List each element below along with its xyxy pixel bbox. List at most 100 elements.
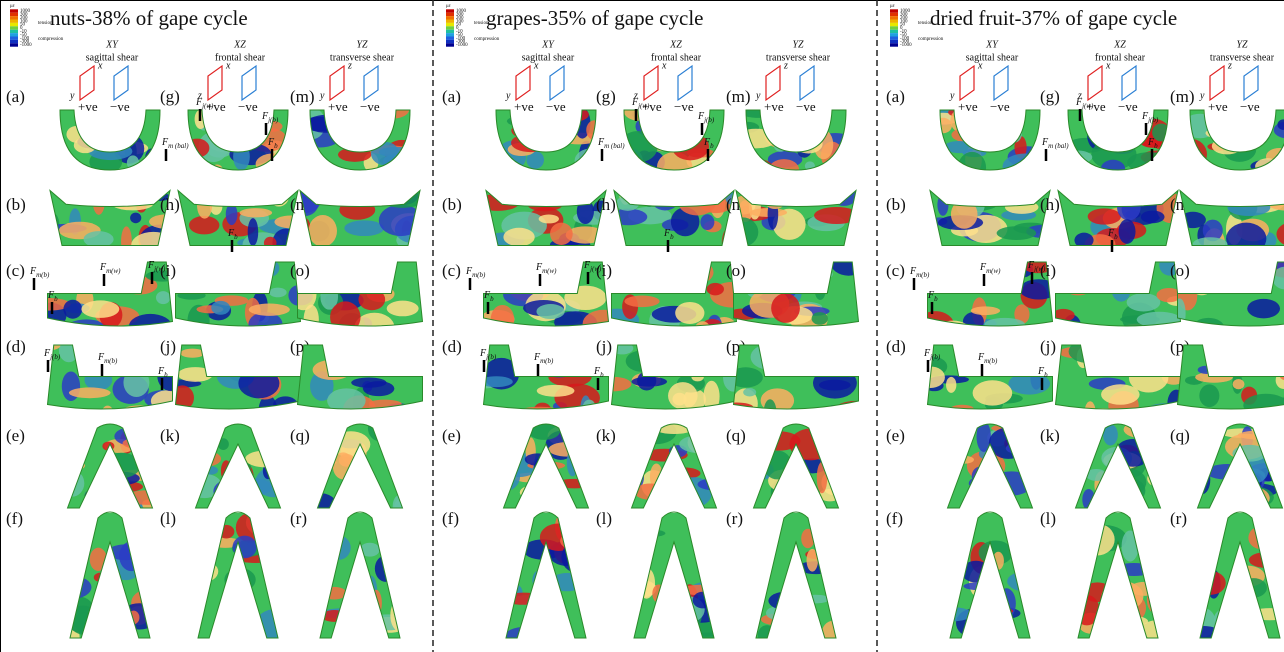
strain-patch xyxy=(972,380,1013,406)
strain-patch xyxy=(330,301,361,326)
axis-letter: z xyxy=(347,60,352,71)
force-symbol: F xyxy=(979,262,987,273)
strain-patch xyxy=(980,600,999,611)
strain-patch xyxy=(682,620,714,637)
strain-patch xyxy=(1229,486,1270,508)
strain-patch xyxy=(263,428,281,452)
mandible-model xyxy=(1189,109,1284,171)
legend-tick-label: 50 xyxy=(456,23,462,28)
strain-patch xyxy=(821,620,836,638)
force-label: Fj(w) xyxy=(195,97,214,109)
strain-patch xyxy=(997,588,1016,619)
strain-patch xyxy=(220,460,232,482)
strain-patch xyxy=(1080,523,1115,556)
strain-patch xyxy=(816,427,839,437)
mandible-model xyxy=(732,344,859,410)
force-subscript: m(b) xyxy=(540,357,554,365)
strain-patch xyxy=(111,481,143,492)
strain-patch xyxy=(1143,424,1161,452)
force-symbol: F xyxy=(43,348,51,359)
row-label: (h) xyxy=(596,195,616,214)
strain-patch xyxy=(927,311,955,326)
strain-patch xyxy=(484,407,521,409)
column-name: transverse shear xyxy=(330,52,395,63)
legend-tick-label: -10 xyxy=(20,30,27,35)
mandible-outline xyxy=(1196,423,1284,509)
force-subscript: j(b) xyxy=(703,116,715,124)
legend-tick-label: -50 xyxy=(20,33,27,38)
strain-patch xyxy=(211,618,252,638)
legend-tick-label: -100 xyxy=(456,36,466,41)
mandible-outline xyxy=(735,189,857,246)
mandible-outline xyxy=(926,344,1053,410)
strain-patch xyxy=(392,494,403,508)
force-label: Fm (bal) xyxy=(597,137,625,149)
strain-patch xyxy=(834,400,859,409)
force-symbol: F xyxy=(977,352,985,363)
axis-letter: y xyxy=(755,90,761,101)
row-label: (i) xyxy=(160,261,176,280)
legend-tick-label: 100 xyxy=(20,19,28,24)
force-label: Fj(w) xyxy=(1075,97,1094,109)
strain-patch xyxy=(128,313,172,326)
strain-patch xyxy=(118,493,135,507)
legend-swatch xyxy=(446,36,454,40)
mandible-model xyxy=(755,511,837,639)
strain-patch xyxy=(242,465,255,496)
mandible-outline xyxy=(946,423,1034,509)
sign-negative: −ve xyxy=(360,99,380,114)
strain-patch xyxy=(679,435,717,454)
strain-map xyxy=(756,513,836,638)
strain-patch xyxy=(970,306,1001,316)
shear-icon-negative xyxy=(677,64,693,102)
strain-patch xyxy=(364,478,379,508)
strain-patch xyxy=(490,304,515,326)
strain-map xyxy=(1055,262,1181,326)
column-name: frontal shear xyxy=(215,52,266,63)
strain-patch xyxy=(393,345,422,370)
row-label: (e) xyxy=(6,426,25,445)
strain-patch xyxy=(1140,210,1165,224)
mandible-model xyxy=(1055,261,1182,327)
force-symbol: F xyxy=(483,290,491,301)
strain-map xyxy=(70,512,150,638)
mandible-outline xyxy=(755,511,837,639)
mandible-model xyxy=(1057,189,1179,246)
strain-map xyxy=(317,424,403,508)
shear-icon-positive xyxy=(765,64,781,102)
strain-patch xyxy=(1226,222,1267,246)
strain-patch xyxy=(1075,447,1093,459)
strain-patch xyxy=(640,269,677,285)
legend-tick-label: 1000 xyxy=(900,9,911,14)
strain-patch xyxy=(102,120,120,151)
shear-icon-negative xyxy=(1243,64,1259,102)
sign-positive: +ve xyxy=(958,99,978,114)
mandible-outline xyxy=(49,189,171,246)
force-subscript: j(b) xyxy=(1147,116,1159,124)
strain-patch xyxy=(685,512,714,526)
strain-patch xyxy=(975,604,1001,632)
strain-patch xyxy=(787,473,814,497)
legend-swatch xyxy=(10,39,18,44)
force-label: Fj(w) xyxy=(147,260,166,272)
strain-patch xyxy=(1084,401,1096,409)
legend-tick-label: -1000 xyxy=(900,43,912,48)
strain-patch xyxy=(245,450,281,468)
legend-swatch xyxy=(10,16,18,20)
row-label: (o) xyxy=(290,261,310,280)
legend-unit: με xyxy=(10,4,15,9)
strain-patch xyxy=(763,450,792,480)
strain-patch xyxy=(177,291,206,300)
mandible-outline xyxy=(187,109,289,171)
strain-patch xyxy=(216,345,238,359)
axis-letter: x xyxy=(97,60,103,71)
strain-patch xyxy=(1247,608,1280,621)
strain-patch xyxy=(506,592,546,605)
strain-patch xyxy=(68,387,111,399)
force-label: Fm(b) xyxy=(97,352,118,364)
strain-map xyxy=(947,424,1033,508)
strain-patch xyxy=(559,113,577,127)
force-label: Fm(b) xyxy=(977,352,998,364)
strain-patch xyxy=(258,395,278,409)
force-symbol: F xyxy=(703,137,711,148)
